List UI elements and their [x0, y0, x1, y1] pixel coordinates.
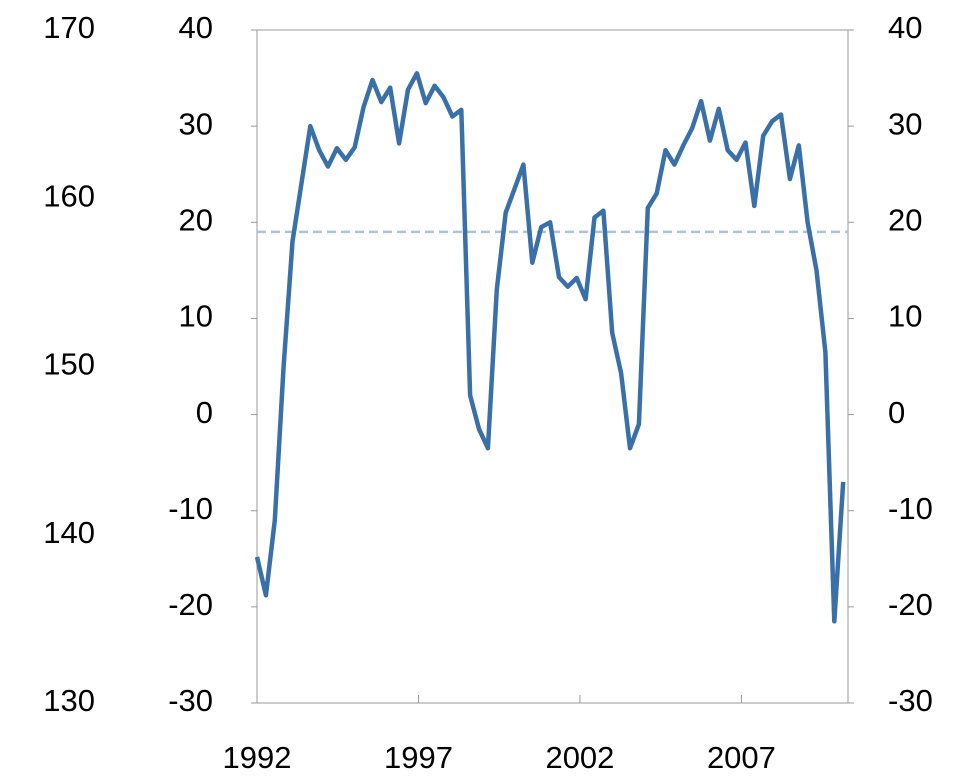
- y2-tick-label: -20: [888, 587, 933, 622]
- y-tick-label: -30: [168, 683, 213, 718]
- y3-tick-label: 140: [43, 515, 95, 550]
- y3-tick-label: 130: [43, 683, 95, 718]
- y-tick-label: 40: [179, 10, 213, 45]
- y3-tick-label: 170: [43, 10, 95, 45]
- series-line: [254, 71, 846, 624]
- y2-tick-label: 0: [888, 395, 905, 430]
- y2-tick-label: 20: [888, 202, 922, 237]
- x-tick-label: 2002: [545, 740, 614, 775]
- y2-tick-label: 10: [888, 299, 922, 334]
- y2-tick-label: -30: [888, 683, 933, 718]
- y2-tick-label: 30: [888, 106, 922, 141]
- y2-tick-label: -10: [888, 491, 933, 526]
- x-tick-label: 1997: [384, 740, 453, 775]
- y-tick-label: -10: [168, 491, 213, 526]
- y-tick-label: -20: [168, 587, 213, 622]
- x-tick-label: 2007: [707, 740, 776, 775]
- y-tick-label: 0: [196, 395, 213, 430]
- y3-tick-label: 150: [43, 347, 95, 382]
- y3-tick-label: 160: [43, 178, 95, 213]
- plot-frame: [256, 29, 849, 704]
- y-tick-label: 30: [179, 106, 213, 141]
- x-tick-label: 1992: [223, 740, 292, 775]
- y-tick-label: 20: [179, 202, 213, 237]
- y-tick-label: 10: [179, 299, 213, 334]
- y2-tick-label: 40: [888, 10, 922, 45]
